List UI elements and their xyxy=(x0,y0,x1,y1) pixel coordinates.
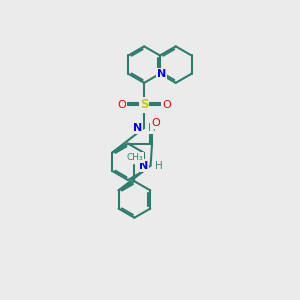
Text: O: O xyxy=(162,100,171,110)
Text: H: H xyxy=(155,160,163,171)
Text: H: H xyxy=(148,123,156,133)
Text: N: N xyxy=(133,123,142,133)
Text: O: O xyxy=(151,118,160,128)
Text: S: S xyxy=(140,98,148,111)
Text: N: N xyxy=(139,160,148,171)
Text: O: O xyxy=(117,100,126,110)
Text: CH₃: CH₃ xyxy=(126,153,143,162)
Text: N: N xyxy=(157,69,166,79)
